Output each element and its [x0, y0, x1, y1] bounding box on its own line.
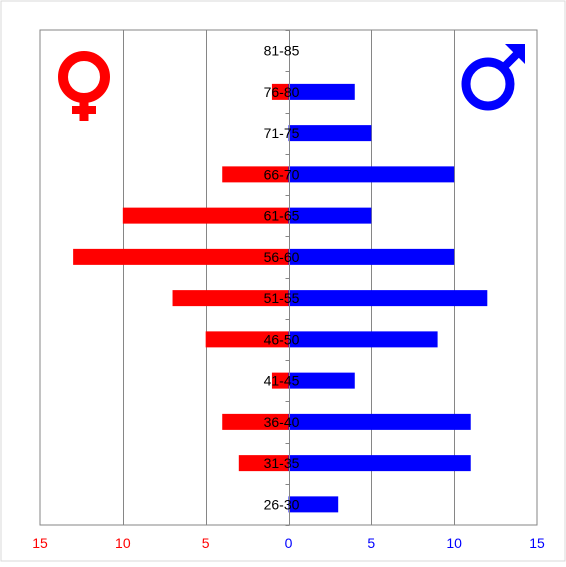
- male-bar: [288, 166, 455, 183]
- male-bar: [288, 455, 471, 472]
- male-bar: [288, 207, 372, 224]
- x-tick-label: 10: [115, 535, 131, 551]
- category-label: 61-65: [264, 208, 300, 224]
- female-bar: [271, 83, 289, 100]
- category-label: 31-35: [264, 455, 300, 471]
- male-bar: [288, 290, 488, 307]
- category-label: 71-75: [264, 125, 300, 141]
- male-symbol-icon: [461, 44, 525, 111]
- female-bar: [205, 331, 289, 348]
- female-bar: [172, 290, 289, 307]
- x-tick-label: 10: [446, 535, 462, 551]
- male-bar: [288, 331, 438, 348]
- x-tick-label: 15: [529, 535, 545, 551]
- male-bar: [288, 83, 355, 100]
- category-label: 56-60: [264, 249, 300, 265]
- x-tick-label: 0: [285, 535, 293, 551]
- male-bar: [288, 248, 455, 265]
- category-label: 46-50: [264, 331, 300, 347]
- category-label: 36-40: [264, 414, 300, 430]
- axes: [285, 30, 290, 526]
- x-tick-labels: 15 10 5 0 5 10 15: [32, 535, 545, 551]
- female-bar: [73, 248, 289, 265]
- female-bar: [222, 413, 289, 430]
- category-label: 41-45: [264, 373, 300, 389]
- category-label: 66-70: [264, 166, 300, 182]
- female-symbol-icon: [58, 51, 110, 121]
- female-bar: [238, 455, 289, 472]
- female-bar: [122, 207, 289, 224]
- female-bar: [222, 166, 289, 183]
- male-bar: [288, 413, 471, 430]
- male-bar: [288, 372, 355, 389]
- category-label: 76-80: [264, 84, 300, 100]
- x-tick-label: 15: [32, 535, 48, 551]
- category-label: 26-30: [264, 496, 300, 512]
- bars: [73, 83, 488, 513]
- male-bar: [288, 496, 339, 513]
- category-labels: 26-30 31-35 36-40 41-45 46-50 51-55 56-60 61-65…: [264, 43, 300, 513]
- category-label: 81-85: [264, 43, 300, 59]
- category-label: 51-55: [264, 290, 300, 306]
- female-bar: [271, 372, 289, 389]
- x-tick-label: 5: [202, 535, 210, 551]
- x-tick-label: 5: [367, 535, 375, 551]
- male-bar: [288, 125, 372, 142]
